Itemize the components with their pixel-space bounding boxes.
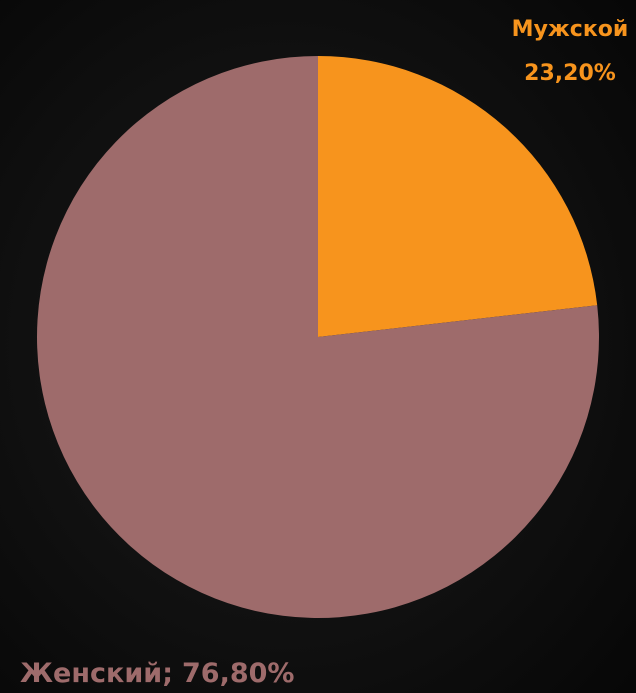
- data-label: Женский; 76,80%: [20, 658, 294, 689]
- pie-slice: [318, 56, 598, 337]
- pie: [37, 56, 600, 618]
- data-label-value: 76,80%: [182, 658, 294, 689]
- labels: Мужской 23,20% Женский; 76,80%: [20, 17, 628, 689]
- data-label-category: Женский: [20, 658, 162, 689]
- data-label: Мужской 23,20%: [512, 17, 629, 86]
- data-label-category: Мужской: [512, 17, 629, 42]
- data-label-separator: ;: [162, 658, 173, 689]
- pie-slice: [37, 56, 600, 618]
- data-label-value: 23,20%: [524, 61, 616, 86]
